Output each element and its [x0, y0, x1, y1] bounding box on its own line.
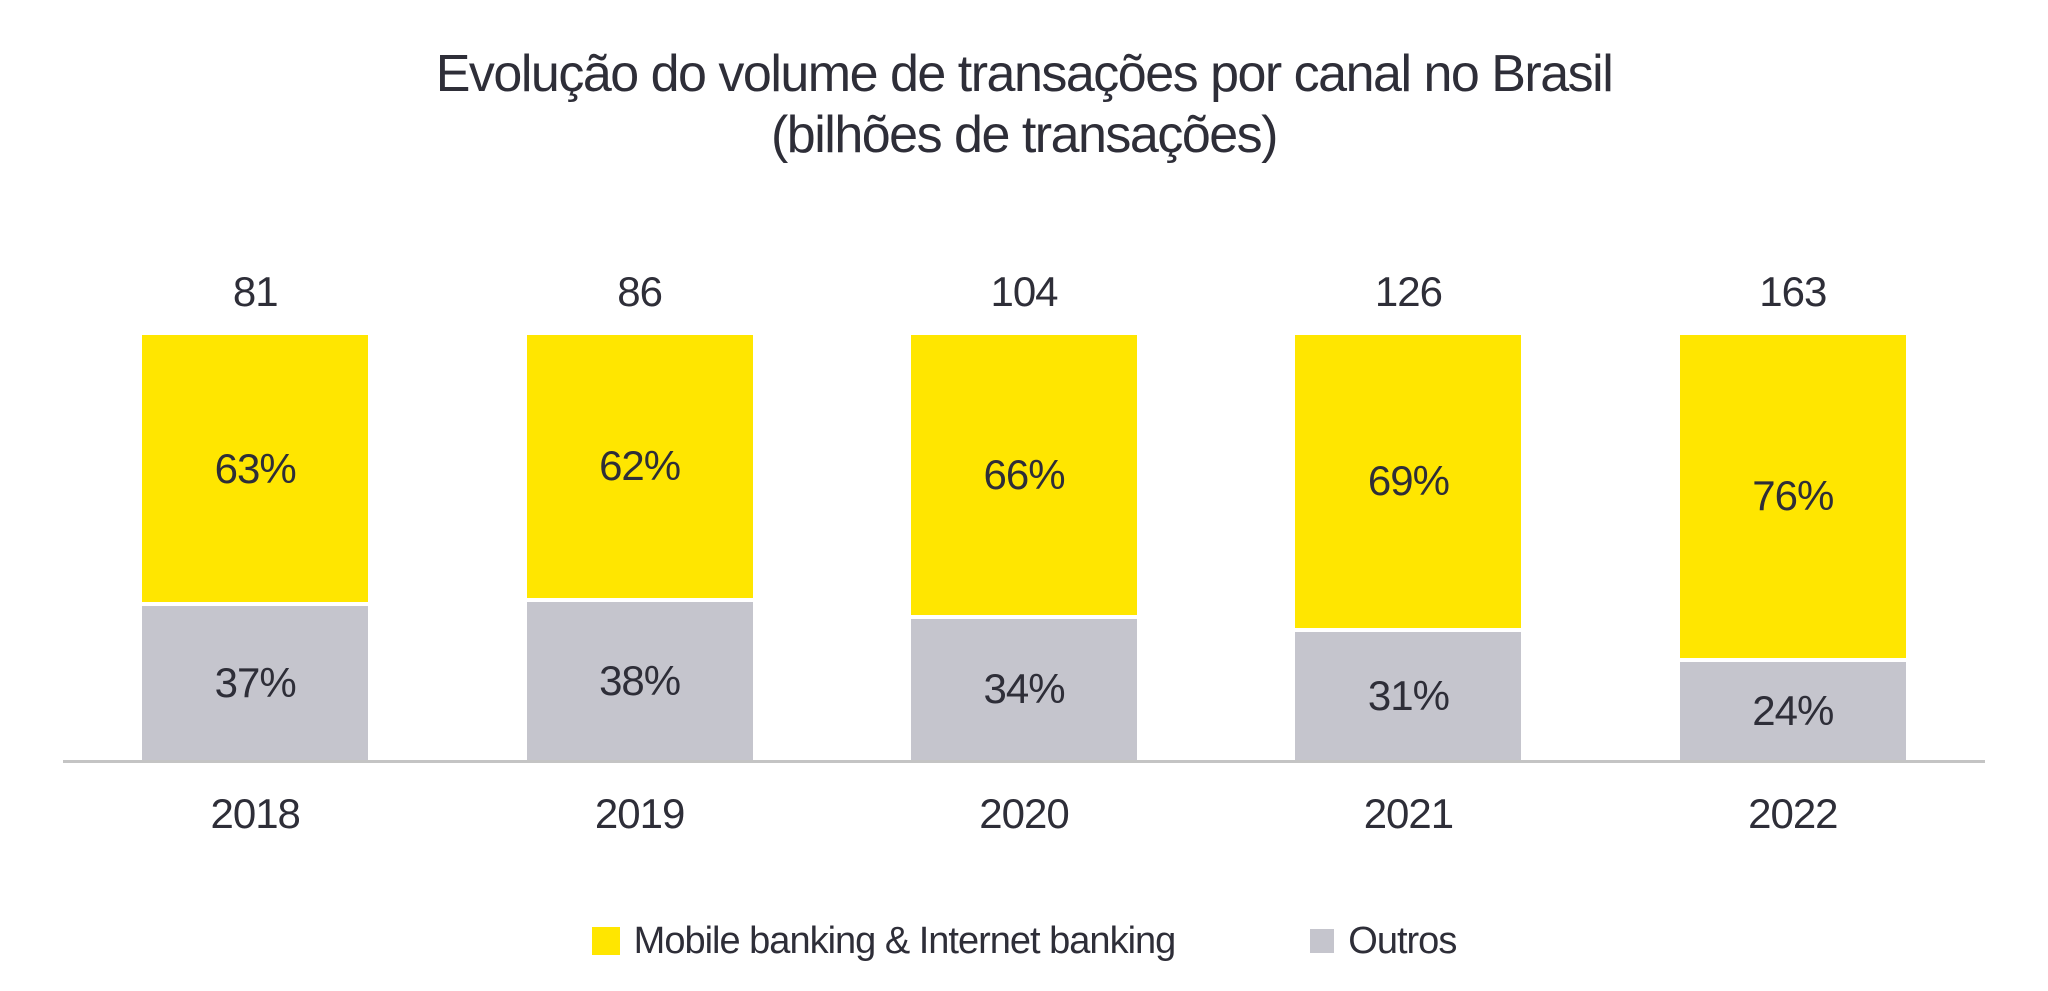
chart-title-block: Evolução do volume de transações por can…	[0, 0, 2048, 167]
stacked-bar-chart: 81 63% 37% 2018 86 62% 38% 2019 104 66% 34% 2020 126…	[63, 267, 1985, 837]
segment-outros: 31%	[1295, 627, 1522, 760]
chart-legend: Mobile banking & Internet banking Outros	[0, 920, 2048, 963]
percent-label: 63%	[214, 444, 297, 492]
stacked-bar: 76% 24%	[1679, 334, 1906, 760]
bar-column: 126 69% 31% 2021	[1216, 267, 1600, 837]
bar-total-label: 163	[1759, 267, 1827, 315]
legend-item-outros: Outros	[1310, 919, 1457, 963]
stacked-bar: 63% 37%	[142, 334, 369, 760]
legend-item-mobile-banking: Mobile banking & Internet banking	[591, 919, 1177, 963]
percent-label: 76%	[1752, 472, 1834, 520]
segment-outros: 34%	[911, 615, 1138, 760]
stacked-bar: 62% 38%	[526, 334, 753, 760]
chart-subtitle: (bilhões de transações)	[770, 106, 1279, 165]
percent-label: 69%	[1367, 457, 1450, 505]
bar-column: 163 76% 24% 2022	[1601, 267, 1985, 837]
percent-label: 34%	[983, 665, 1065, 713]
segment-mobile-banking: 62%	[526, 334, 753, 599]
bar-total-label: 104	[990, 267, 1058, 315]
bar-column: 104 66% 34% 2020	[832, 267, 1216, 837]
percent-label: 24%	[1752, 686, 1834, 734]
bar-total-label: 81	[232, 267, 279, 315]
bar-column: 81 63% 37% 2018	[63, 267, 447, 837]
chart-title: Evolução do volume de transações por can…	[435, 45, 1614, 103]
segment-outros: 38%	[526, 598, 753, 760]
segment-outros: 24%	[1679, 657, 1906, 760]
percent-label: 31%	[1367, 671, 1450, 719]
legend-label: Outros	[1348, 919, 1457, 962]
segment-mobile-banking: 69%	[1295, 334, 1522, 628]
year-label: 2018	[210, 789, 300, 837]
percent-label: 62%	[599, 442, 681, 490]
legend-swatch-mobile-banking	[591, 927, 620, 956]
bar-total-label: 86	[617, 267, 663, 315]
segment-mobile-banking: 66%	[911, 334, 1138, 616]
segment-outros: 37%	[142, 602, 369, 760]
stacked-bar: 66% 34%	[911, 334, 1138, 760]
year-label: 2021	[1363, 789, 1454, 837]
percent-label: 37%	[214, 659, 297, 707]
year-label: 2022	[1748, 789, 1838, 837]
year-label: 2019	[594, 789, 685, 837]
legend-swatch-outros	[1310, 929, 1335, 954]
bars-area: 81 63% 37% 2018 86 62% 38% 2019 104 66% 34% 2020 126…	[63, 267, 1985, 837]
bar-column: 86 62% 38% 2019	[447, 267, 831, 837]
segment-mobile-banking: 76%	[1679, 334, 1906, 658]
x-axis-line	[63, 759, 1985, 763]
year-label: 2020	[979, 789, 1069, 837]
percent-label: 66%	[983, 450, 1065, 498]
percent-label: 38%	[599, 656, 681, 704]
stacked-bar: 69% 31%	[1295, 334, 1522, 760]
segment-mobile-banking: 63%	[142, 334, 369, 603]
bar-total-label: 126	[1374, 267, 1443, 315]
legend-label: Mobile banking & Internet banking	[633, 919, 1177, 962]
